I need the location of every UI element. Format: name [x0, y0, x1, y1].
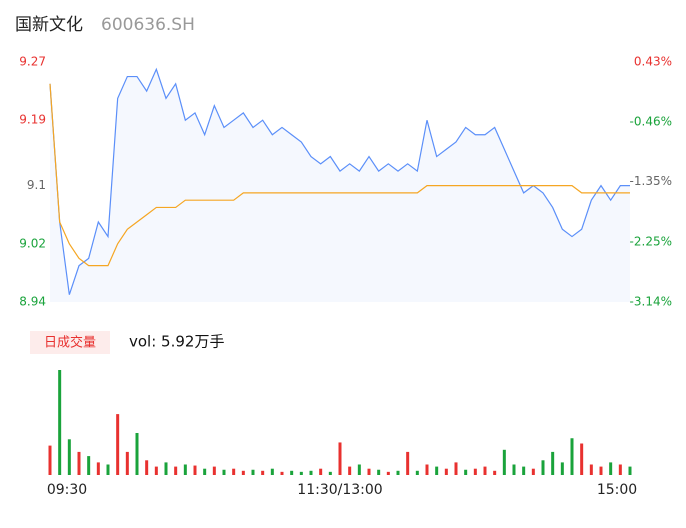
- volume-bar: [58, 370, 62, 475]
- volume-bar: [261, 470, 265, 475]
- volume-bar: [628, 466, 632, 475]
- volume-bar: [599, 466, 603, 475]
- volume-bar: [154, 466, 158, 475]
- volume-bar: [357, 464, 361, 475]
- volume-bar: [580, 443, 584, 475]
- volume-bar: [406, 451, 410, 475]
- y-tick-label: 9.02: [19, 236, 46, 250]
- volume-bar: [67, 439, 71, 475]
- volume-bar: [183, 464, 187, 475]
- volume-bar: [116, 414, 120, 475]
- y2-tick-label: -0.46%: [630, 114, 672, 128]
- volume-bar: [522, 466, 526, 475]
- volume-bar: [589, 464, 593, 475]
- volume-bar: [386, 471, 390, 475]
- average-line: [49, 83, 630, 267]
- volume-bar: [560, 462, 564, 475]
- volume-bar: [270, 468, 274, 475]
- volume-bar: [551, 451, 555, 475]
- volume-bar: [280, 471, 284, 475]
- volume-bar: [541, 460, 545, 475]
- chart-title: 国新文化: [15, 15, 83, 35]
- volume-bar: [87, 456, 91, 475]
- volume-bar: [425, 464, 429, 475]
- volume-badge: 日成交量: [44, 335, 96, 351]
- volume-bar: [212, 466, 216, 475]
- volume-bar: [193, 465, 197, 475]
- volume-bar: [328, 471, 332, 475]
- volume-bar: [473, 468, 477, 475]
- volume-bar: [609, 462, 613, 475]
- volume-bar: [164, 462, 168, 475]
- y-tick-label: 9.27: [19, 55, 46, 69]
- volume-bar: [125, 451, 129, 475]
- volume-bar: [464, 469, 468, 475]
- x-tick-label: 15:00: [597, 482, 637, 498]
- volume-bar: [309, 470, 313, 475]
- volume-bar: [338, 442, 342, 475]
- volume-bar: [348, 466, 352, 475]
- volume-bar: [531, 468, 535, 475]
- volume-bar: [145, 460, 149, 475]
- volume-bar: [222, 469, 226, 475]
- y2-tick-label: -2.25%: [630, 235, 672, 249]
- chart-subtitle: 600636.SH: [101, 15, 195, 35]
- volume-bar: [135, 433, 139, 475]
- volume-bar: [396, 470, 400, 475]
- volume-bar: [377, 469, 381, 475]
- price-area: [50, 69, 630, 302]
- y-tick-label: 8.94: [19, 295, 46, 309]
- y2-tick-label: 0.43%: [634, 55, 672, 69]
- y2-tick-label: -3.14%: [630, 295, 672, 309]
- volume-bar: [415, 470, 419, 475]
- volume-bar: [48, 445, 52, 475]
- volume-bar: [203, 468, 207, 475]
- volume-bar: [493, 470, 497, 475]
- volume-bar: [454, 462, 458, 475]
- volume-bar: [251, 469, 255, 475]
- volume-bar: [106, 464, 110, 475]
- volume-bar: [502, 449, 506, 475]
- y-tick-label: 9.19: [19, 113, 46, 127]
- y2-tick-label: -1.35%: [630, 174, 672, 188]
- volume-bar: [444, 468, 448, 475]
- volume-bar: [483, 466, 487, 475]
- volume-bar: [512, 464, 516, 475]
- x-tick-label: 11:30/13:00: [297, 482, 382, 498]
- y-tick-label: 9.1: [27, 178, 46, 192]
- volume-bar: [319, 468, 323, 475]
- volume-bar: [367, 468, 371, 475]
- volume-bar: [232, 468, 236, 475]
- volume-bar: [77, 451, 81, 475]
- x-tick-label: 09:30: [47, 482, 87, 498]
- volume-bar: [96, 462, 100, 475]
- volume-bar: [618, 464, 622, 475]
- volume-label: vol: 5.92万手: [129, 333, 224, 351]
- volume-bar: [241, 470, 245, 475]
- volume-bar: [174, 466, 178, 475]
- volume-bar: [290, 470, 294, 475]
- volume-bar: [299, 471, 303, 475]
- volume-bar: [570, 438, 574, 475]
- volume-bar: [435, 466, 439, 475]
- volume-badge-bg: [30, 331, 110, 354]
